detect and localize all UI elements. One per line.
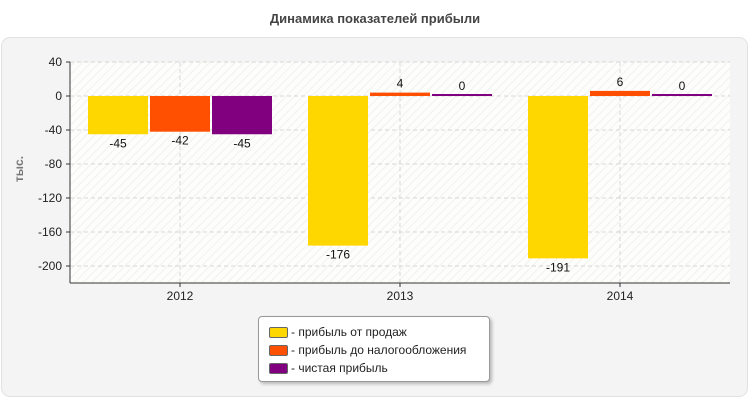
data-label: -45 (109, 136, 127, 150)
legend-swatch (269, 362, 288, 374)
y-tick-label: -200 (38, 259, 62, 273)
x-tick-label: 2013 (387, 289, 414, 303)
data-label: -45 (233, 136, 251, 150)
y-tick-label: -120 (38, 191, 62, 205)
legend-swatch (269, 344, 288, 356)
y-tick-label: 40 (49, 55, 63, 69)
y-tick-label: -80 (45, 157, 63, 171)
legend-label: - прибыль от продаж (291, 325, 407, 339)
data-label: 4 (397, 77, 404, 91)
bar (308, 96, 368, 246)
bar (212, 96, 272, 135)
bar (370, 92, 430, 96)
y-axis-label: тыс. (12, 155, 26, 183)
chart-title: Динамика показателей прибыли (269, 11, 481, 26)
legend-label: - чистая прибыль (291, 361, 388, 375)
legend-item-net-profit[interactable]: - чистая прибыль (269, 359, 489, 377)
data-label: -42 (171, 134, 189, 148)
data-label: -191 (546, 260, 570, 274)
legend-item-pretax-profit[interactable]: - прибыль до налогообложения (269, 341, 489, 359)
x-tick-label: 2014 (607, 289, 634, 303)
legend-swatch (269, 326, 288, 338)
bar (590, 90, 650, 96)
bar (528, 96, 588, 259)
y-tick-label: 0 (55, 89, 62, 103)
legend: - прибыль от продаж - прибыль до налогоо… (258, 316, 490, 382)
data-label: -176 (326, 248, 350, 262)
x-tick-label: 2012 (167, 289, 194, 303)
y-tick-label: -160 (38, 225, 62, 239)
bar (432, 94, 492, 96)
bar (88, 96, 148, 135)
data-label: 6 (617, 75, 624, 89)
bar (652, 94, 712, 96)
bar (150, 96, 210, 132)
y-tick-label: -40 (45, 123, 63, 137)
data-label: 0 (459, 79, 466, 93)
legend-item-sales-profit[interactable]: - прибыль от продаж (269, 323, 489, 341)
legend-label: - прибыль до налогообложения (291, 343, 467, 357)
data-label: 0 (679, 79, 686, 93)
